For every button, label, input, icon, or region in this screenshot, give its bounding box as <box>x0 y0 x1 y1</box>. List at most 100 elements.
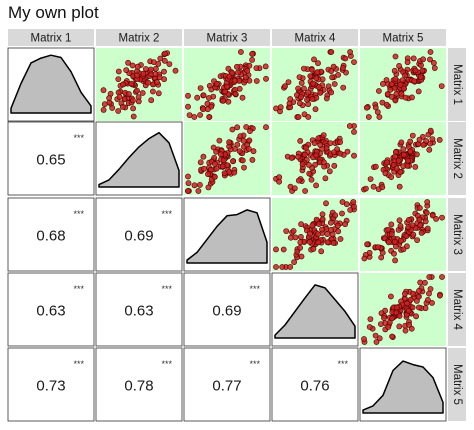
scatter-point <box>385 324 392 330</box>
scatter-point <box>415 293 422 300</box>
scatter-point <box>379 184 386 191</box>
scatter-point <box>213 165 220 172</box>
row-strip-label: Matrix 1 <box>451 64 463 105</box>
scatter-point <box>128 80 135 87</box>
scatter-point <box>216 137 223 144</box>
scatter-point <box>213 148 219 155</box>
scatter-point <box>392 257 398 264</box>
scatter-point <box>391 67 398 74</box>
scatter-point <box>382 170 389 177</box>
scatter-point <box>351 59 357 65</box>
scatter-point <box>330 239 337 246</box>
scatter-point <box>276 178 282 185</box>
scatter-point <box>426 290 432 297</box>
scatter-point <box>300 65 307 72</box>
scatter-point <box>409 132 416 139</box>
scatter-point <box>328 226 334 233</box>
scatter-point <box>400 146 407 152</box>
scatter-point <box>391 238 398 245</box>
scatter-point <box>388 93 395 100</box>
scatter-point <box>385 226 392 233</box>
scatter-point <box>197 159 204 166</box>
scatter-point <box>166 61 173 67</box>
scatter-point <box>301 151 308 158</box>
scatter-point <box>313 75 320 82</box>
scatter-point <box>337 236 344 242</box>
scatter-point <box>249 57 255 63</box>
column-strip <box>272 29 358 46</box>
scatter-point <box>393 90 400 97</box>
scatter-point <box>134 72 140 79</box>
scatter-point <box>142 66 149 72</box>
scatter-point <box>404 157 411 164</box>
correlation-value: 0.68 <box>36 228 65 245</box>
scatter-point <box>185 92 191 99</box>
scatter-point <box>402 94 409 101</box>
correlation-value: 0.63 <box>36 303 65 320</box>
significance-stars: *** <box>337 359 348 369</box>
scatter-point <box>330 63 337 70</box>
scatter-point <box>201 165 207 172</box>
scatter-point <box>295 177 302 184</box>
scatter-point <box>283 228 290 234</box>
scatter-point <box>233 63 240 70</box>
scatter-point <box>378 254 385 261</box>
scatter-point <box>311 56 317 63</box>
row-strip <box>448 48 466 121</box>
scatter-point <box>413 313 419 320</box>
scatter-point <box>392 76 399 82</box>
correlation-value: 0.76 <box>300 378 329 395</box>
scatter-point <box>135 98 142 105</box>
correlation-panel <box>271 347 359 422</box>
scatter-point <box>427 127 434 134</box>
scatter-point <box>427 49 434 55</box>
scatter-point <box>330 149 337 156</box>
scatter-point <box>342 55 349 62</box>
scatter-point <box>415 304 422 311</box>
scatter-point <box>239 94 246 101</box>
scatter-point <box>420 56 426 63</box>
scatter-point <box>125 91 132 97</box>
column-strip-label: Matrix 5 <box>383 33 424 45</box>
scatter-point <box>134 87 140 94</box>
scatter-point <box>409 222 416 229</box>
scatter-point <box>427 140 434 147</box>
scatter-point <box>240 137 247 144</box>
scatter-point <box>402 72 408 79</box>
scatter-point <box>392 153 398 160</box>
scatter-point <box>384 159 390 166</box>
scatter-point <box>222 88 229 95</box>
scatter-point <box>304 96 310 103</box>
scatter-point <box>310 246 317 252</box>
correlation-panel <box>95 197 183 272</box>
scatter-point <box>290 228 297 234</box>
scatter-point <box>351 152 357 159</box>
scatter-point <box>438 83 445 89</box>
scatter-point <box>308 66 315 73</box>
scatter-point <box>321 163 327 170</box>
scatter-point <box>404 59 411 66</box>
row-strip <box>448 348 466 421</box>
scatter-point <box>375 88 382 94</box>
scatter-point <box>416 287 422 294</box>
scatter-point <box>427 56 433 63</box>
scatter-point <box>134 63 141 70</box>
scatter-point <box>397 222 404 229</box>
scatter-point <box>375 244 381 250</box>
scatter-point <box>298 94 304 100</box>
scatter-point <box>200 92 207 99</box>
scatter-point <box>287 264 294 270</box>
scatter-point <box>149 88 156 95</box>
scatter-point <box>324 239 331 246</box>
scatter-point <box>309 96 316 102</box>
scatter-point <box>253 65 260 71</box>
scatter-point <box>217 151 224 158</box>
scatter-point <box>296 74 303 80</box>
scatter-point <box>298 80 305 86</box>
scatter-point <box>310 80 317 87</box>
row-strip <box>448 198 466 271</box>
scatter-point <box>155 90 162 97</box>
scatter-point <box>367 176 374 182</box>
scatter-point <box>291 185 298 192</box>
scatter-point <box>339 210 345 217</box>
